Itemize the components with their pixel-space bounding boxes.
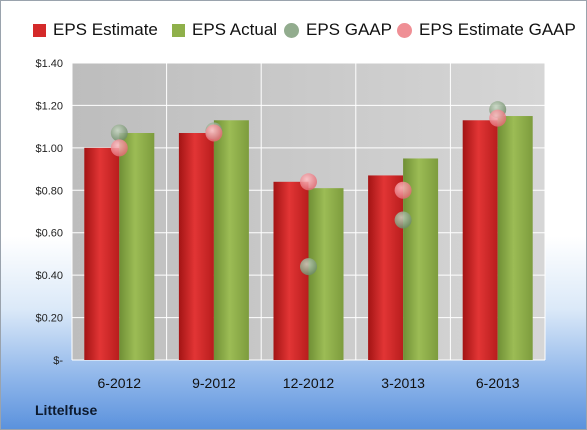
y-tick-label: $0.60 <box>35 228 63 240</box>
x-tick-label: 6-2013 <box>476 375 520 391</box>
bar-eps-estimate <box>368 175 404 360</box>
x-tick-label: 6-2012 <box>98 375 142 391</box>
legend-item-eps-estimate-gaap: EPS Estimate GAAP <box>397 15 576 45</box>
point-eps-gaap <box>110 124 128 142</box>
legend-label: EPS Estimate GAAP <box>419 20 576 39</box>
y-tick-label: $0.80 <box>35 185 63 197</box>
x-tick-label: 12-2012 <box>283 375 335 391</box>
legend: EPS Estimate EPS Actual EPS GAAP EPS Est… <box>1 15 586 45</box>
point-eps-estimate-gaap <box>300 173 317 191</box>
legend-item-eps-gaap: EPS GAAP <box>284 15 392 45</box>
bar-eps-estimate <box>178 133 214 360</box>
legend-swatch <box>397 22 412 38</box>
y-tick-label: $0.20 <box>35 313 63 325</box>
y-tick-label: $- <box>53 355 63 367</box>
x-tick-label: 3-2013 <box>381 375 425 391</box>
bar-eps-estimate <box>84 147 120 360</box>
y-tick-label: $1.20 <box>35 100 63 112</box>
bar-eps-actual <box>308 188 344 360</box>
company-label: Littelfuse <box>35 402 98 418</box>
bar-eps-estimate <box>462 120 498 361</box>
point-eps-gaap <box>300 258 317 276</box>
legend-label: EPS GAAP <box>306 20 392 39</box>
legend-swatch <box>284 22 299 38</box>
legend-swatch <box>33 23 46 37</box>
y-tick-label: $1.00 <box>35 143 63 155</box>
point-eps-estimate-gaap <box>110 139 128 157</box>
y-tick-label: $1.40 <box>35 58 63 70</box>
legend-swatch <box>172 23 185 37</box>
point-eps-estimate-gaap <box>394 181 412 199</box>
point-eps-estimate-gaap <box>489 109 507 127</box>
y-tick-label: $0.40 <box>35 270 63 282</box>
bar-eps-actual <box>497 116 533 361</box>
legend-label: EPS Actual <box>192 20 278 39</box>
legend-item-eps-actual: EPS Actual <box>172 15 277 45</box>
bar-eps-actual <box>119 133 155 360</box>
legend-item-eps-estimate: EPS Estimate <box>33 15 158 45</box>
legend-label: EPS Estimate <box>53 20 158 39</box>
x-tick-label: 9-2012 <box>192 375 236 391</box>
point-eps-estimate-gaap <box>205 124 223 142</box>
bar-eps-actual <box>213 120 249 361</box>
point-eps-gaap <box>394 211 412 229</box>
